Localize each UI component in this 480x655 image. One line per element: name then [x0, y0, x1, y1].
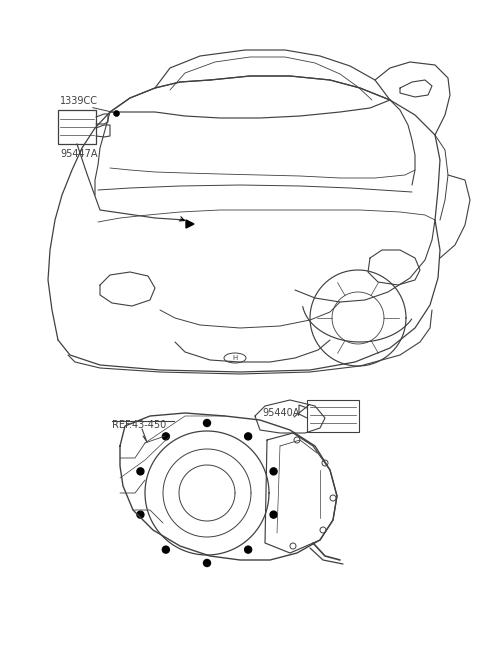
Bar — [58, 110, 96, 144]
Circle shape — [162, 546, 169, 553]
Text: 95447A: 95447A — [60, 149, 97, 159]
Text: 1339CC: 1339CC — [60, 96, 98, 106]
Circle shape — [270, 511, 277, 518]
Bar — [307, 400, 359, 432]
Text: REF.43-450: REF.43-450 — [112, 420, 166, 430]
Circle shape — [204, 559, 211, 567]
Circle shape — [245, 433, 252, 440]
Circle shape — [204, 419, 211, 426]
Polygon shape — [186, 220, 194, 228]
Text: 95440A: 95440A — [262, 408, 300, 418]
Circle shape — [137, 468, 144, 475]
Text: H: H — [232, 355, 238, 361]
Circle shape — [162, 433, 169, 440]
Circle shape — [270, 468, 277, 475]
Circle shape — [137, 511, 144, 518]
Circle shape — [245, 546, 252, 553]
